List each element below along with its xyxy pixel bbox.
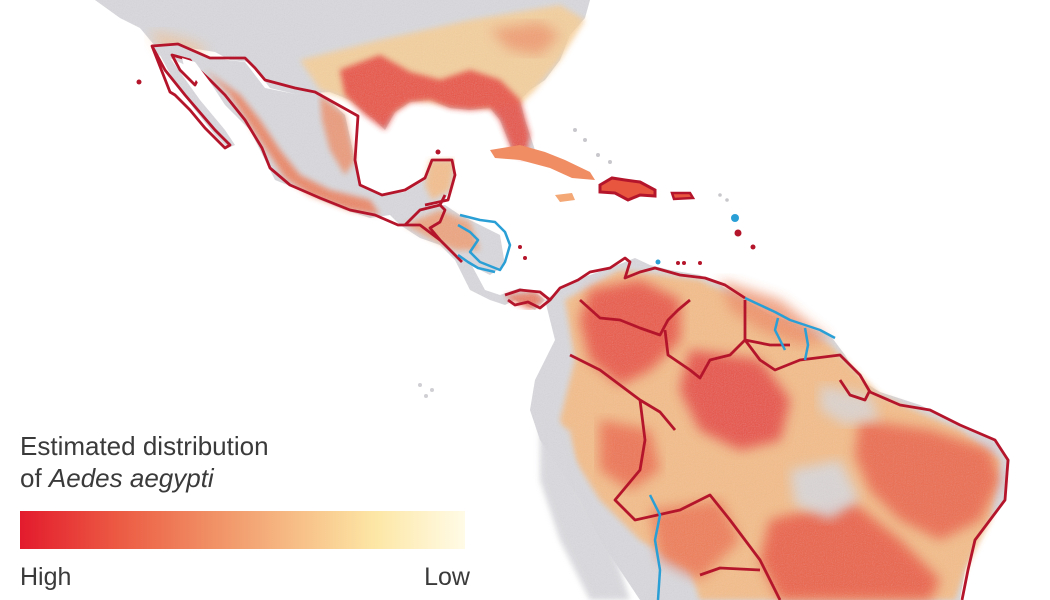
legend-high-label: High [20, 563, 72, 591]
country-borders-red [150, 42, 1010, 600]
south-america-landmass [530, 258, 1010, 600]
legend-title-line1: Estimated distribution [20, 431, 269, 461]
gulf-of-california [182, 58, 235, 128]
legend-title-line2: of Aedes aegypti [20, 462, 470, 494]
legend-title-prefix: of [20, 463, 49, 493]
caribbean-islands [136, 79, 756, 398]
legend-labels: High Low [20, 563, 470, 592]
usa-landmass [95, 0, 590, 162]
legend-color-gradient [20, 511, 465, 549]
legend-low-label: Low [424, 563, 470, 591]
legend: Estimated distribution of Aedes aegypti … [20, 430, 470, 592]
legend-title: Estimated distribution of Aedes aegypti [20, 430, 470, 494]
species-name: Aedes aegypti [48, 463, 214, 493]
country-borders-blue [457, 213, 836, 600]
mexico-landmass [153, 44, 455, 225]
